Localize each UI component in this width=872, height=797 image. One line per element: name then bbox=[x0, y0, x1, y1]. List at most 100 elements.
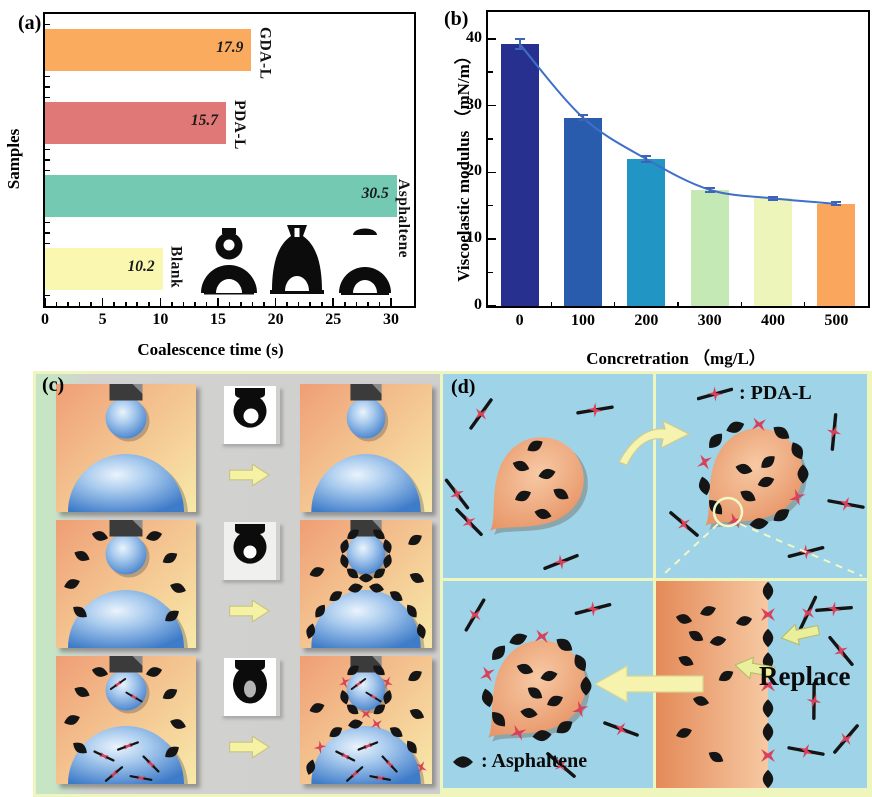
pendant-drop bbox=[346, 669, 386, 711]
panel-d-mechanism: (d) : PDA-L : Asphaltene Replace bbox=[440, 371, 872, 797]
x-tick-label: 15 bbox=[209, 311, 226, 328]
error-bar-cap bbox=[704, 186, 715, 189]
x-axis-tick bbox=[194, 301, 196, 306]
x-axis-tick bbox=[378, 301, 381, 306]
water-dome bbox=[311, 590, 421, 648]
photo-arrow-row3 bbox=[204, 657, 296, 759]
error-bar-cap bbox=[514, 38, 525, 41]
y-axis-tick bbox=[45, 169, 50, 172]
bar-category-label: Asphaltene bbox=[395, 178, 412, 258]
nozzle-icon bbox=[109, 384, 143, 401]
y-axis-tick bbox=[45, 96, 50, 99]
x-axis-tick-minor bbox=[613, 302, 616, 306]
asph-icon bbox=[160, 685, 180, 703]
asph-icon bbox=[407, 706, 427, 722]
bar bbox=[500, 44, 539, 306]
water-dome bbox=[68, 590, 184, 648]
scheme-row3-after bbox=[300, 656, 432, 784]
x-axis-tick bbox=[182, 301, 185, 306]
y-axis-tick bbox=[45, 294, 50, 297]
x-axis-tick bbox=[205, 301, 208, 306]
scheme-row2-after bbox=[300, 520, 432, 648]
error-bar bbox=[835, 202, 838, 206]
nozzle-icon bbox=[350, 384, 382, 401]
scheme-row2-before bbox=[56, 520, 196, 648]
x-axis-tick-minor bbox=[677, 302, 679, 306]
x-axis-tick bbox=[159, 298, 162, 306]
error-bar bbox=[518, 39, 521, 49]
error-bar-cap bbox=[768, 199, 778, 202]
quadrant-oil-drop bbox=[443, 374, 653, 578]
magnifier-dash bbox=[739, 523, 863, 577]
y-axis-tick bbox=[45, 75, 50, 78]
pendant-drop bbox=[346, 397, 386, 439]
x-axis-tick bbox=[344, 301, 346, 306]
x-axis-tick bbox=[286, 301, 288, 306]
x-tick-label: 10 bbox=[152, 311, 169, 328]
pendant-drop bbox=[346, 533, 386, 575]
asph-icon bbox=[168, 580, 188, 596]
y-tick-label: 0 bbox=[474, 296, 482, 313]
y-axis-tick bbox=[45, 23, 50, 26]
bar bbox=[45, 28, 252, 71]
asph-icon bbox=[144, 529, 164, 543]
x-axis-tick bbox=[251, 301, 254, 306]
nozzle-icon bbox=[109, 520, 143, 537]
bar bbox=[754, 198, 792, 306]
pdal-icon bbox=[791, 597, 825, 628]
asph-icon bbox=[405, 531, 425, 549]
y-axis-tick bbox=[488, 37, 496, 40]
x-axis-tick bbox=[55, 301, 58, 306]
panel-a-tag: (a) bbox=[18, 12, 42, 34]
y-axis-tick bbox=[45, 148, 50, 151]
arrow-right-icon bbox=[229, 463, 270, 487]
asph-icon bbox=[307, 564, 326, 580]
legend-pdal-label: : PDA-L bbox=[739, 382, 812, 404]
x-axis-tick bbox=[113, 301, 115, 306]
fit-curve-svg bbox=[518, 43, 837, 205]
photo-arrow-row2 bbox=[204, 521, 296, 623]
oil-drop bbox=[459, 419, 602, 562]
droplet-photo-3 bbox=[339, 228, 391, 295]
pendant-drop bbox=[105, 669, 147, 711]
error-bar bbox=[708, 187, 711, 192]
coalescence-photos-inset bbox=[193, 221, 405, 304]
x-axis-label-a: Coalescence time (s) bbox=[137, 340, 284, 359]
x-tick-label: 500 bbox=[824, 312, 849, 329]
asph-icon bbox=[72, 548, 92, 564]
asph-icon bbox=[160, 549, 180, 567]
bar-category-label: GDA-L bbox=[256, 26, 274, 80]
droplet-photo-2 bbox=[270, 225, 324, 294]
pdal-icon bbox=[578, 397, 612, 423]
pdal-icon bbox=[457, 505, 481, 538]
error-bar-cap bbox=[578, 119, 588, 122]
asph-icon bbox=[90, 529, 110, 543]
error-bar bbox=[582, 114, 584, 121]
y-axis-tick bbox=[488, 104, 496, 107]
error-bar-cap bbox=[831, 204, 842, 207]
arrow-right-icon bbox=[229, 735, 270, 759]
x-axis-tick bbox=[90, 301, 92, 306]
x-tick-label: 200 bbox=[634, 312, 659, 329]
asph-icon bbox=[405, 667, 425, 685]
y-axis-tick bbox=[488, 238, 496, 240]
photo-arrow-row1 bbox=[204, 385, 296, 487]
x-axis-tick bbox=[124, 301, 127, 306]
plot-area-b: 0 10 20 30 40 0 100 200 300 400 500 bbox=[466, 10, 870, 329]
x-axis-label-b: Concretration （mg/L） bbox=[586, 349, 766, 368]
quadrant-adsorbed bbox=[656, 374, 867, 578]
pdal-icon bbox=[576, 597, 609, 621]
scheme-row1-after bbox=[300, 384, 432, 512]
error-bar-cap bbox=[768, 195, 778, 198]
y-axis-tick-minor bbox=[488, 71, 493, 73]
x-axis-tick-minor bbox=[550, 302, 553, 306]
x-tick-label: 25 bbox=[325, 311, 342, 328]
error-bar bbox=[645, 156, 648, 162]
curved-arrow-icon bbox=[618, 420, 691, 466]
x-tick-label: 30 bbox=[382, 311, 399, 328]
bar-value-label: 17.9 bbox=[216, 38, 244, 56]
big-left-arrow-icon bbox=[593, 664, 704, 704]
oil-drop bbox=[456, 621, 605, 770]
y-tick-label: 10 bbox=[466, 229, 482, 247]
